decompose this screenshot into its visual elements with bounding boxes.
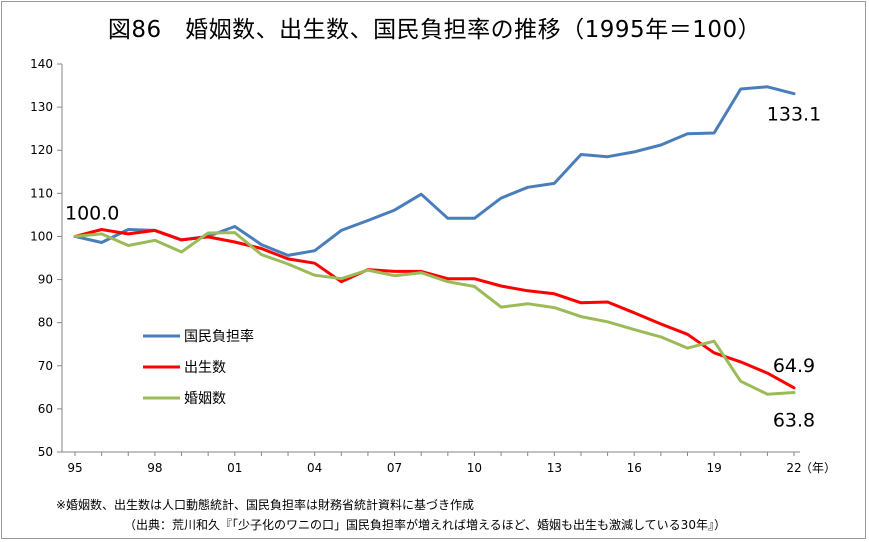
y-tick-label: 110 — [30, 186, 53, 200]
y-tick-label: 130 — [30, 100, 53, 114]
legend-label-2: 出生数 — [184, 360, 226, 376]
y-tick-label: 100 — [30, 229, 53, 243]
data-label-2: 133.1 — [767, 104, 821, 126]
x-tick-label: 95 — [67, 461, 82, 475]
series-line-1 — [73, 85, 796, 257]
y-tick-label: 90 — [38, 273, 53, 287]
legend-label-1: 国民負担率 — [184, 328, 254, 345]
x-tick-label: 07 — [387, 461, 402, 475]
x-axis-ticks: 95 98 01 04 07 10 13 16 19 22（年） — [67, 452, 836, 475]
source-note: ※婚姻数、出生数は人口動態統計、国民負担率は財務省統計資料に基づき作成 — [56, 498, 475, 512]
y-tick-label: 80 — [38, 316, 53, 330]
annotations: 100.0 133.1 64.9 63.8 — [65, 104, 821, 432]
y-tick-label: 60 — [38, 402, 53, 416]
data-label-4: 63.8 — [773, 410, 815, 432]
chart-title: 図86 婚姻数、出生数、国民負担率の推移（1995年＝100） — [107, 17, 762, 43]
legend-label-3: 婚姻数 — [184, 391, 226, 407]
y-tick-label: 140 — [30, 57, 53, 71]
y-tick-label: 120 — [30, 143, 53, 157]
data-label-3: 64.9 — [773, 355, 815, 377]
data-label-1: 100.0 — [65, 202, 119, 224]
y-tick-label: 50 — [38, 445, 53, 459]
series-line-2 — [73, 228, 796, 390]
y-tick-label: 70 — [38, 359, 53, 373]
y-axis-ticks: 50 60 70 80 90 100 110 120 130 140 — [30, 57, 62, 459]
x-tick-label: 22 — [786, 461, 801, 475]
citation-note: （出典：荒川和久『「少子化のワニの口」国民負担率が増えれば増えるほど、婚姻も出生… — [124, 518, 726, 532]
series-lines — [73, 85, 796, 396]
x-tick-label: 04 — [307, 461, 322, 475]
x-tick-label: 10 — [467, 461, 482, 475]
x-tick-label: 19 — [706, 461, 721, 475]
x-tick-label: 13 — [547, 461, 562, 475]
x-tick-label: 01 — [227, 461, 242, 475]
series-line-3 — [73, 231, 796, 396]
axes — [61, 64, 800, 453]
x-tick-label: 16 — [627, 461, 642, 475]
x-tick-label: 98 — [147, 461, 162, 475]
x-axis-label: （年） — [800, 461, 836, 475]
